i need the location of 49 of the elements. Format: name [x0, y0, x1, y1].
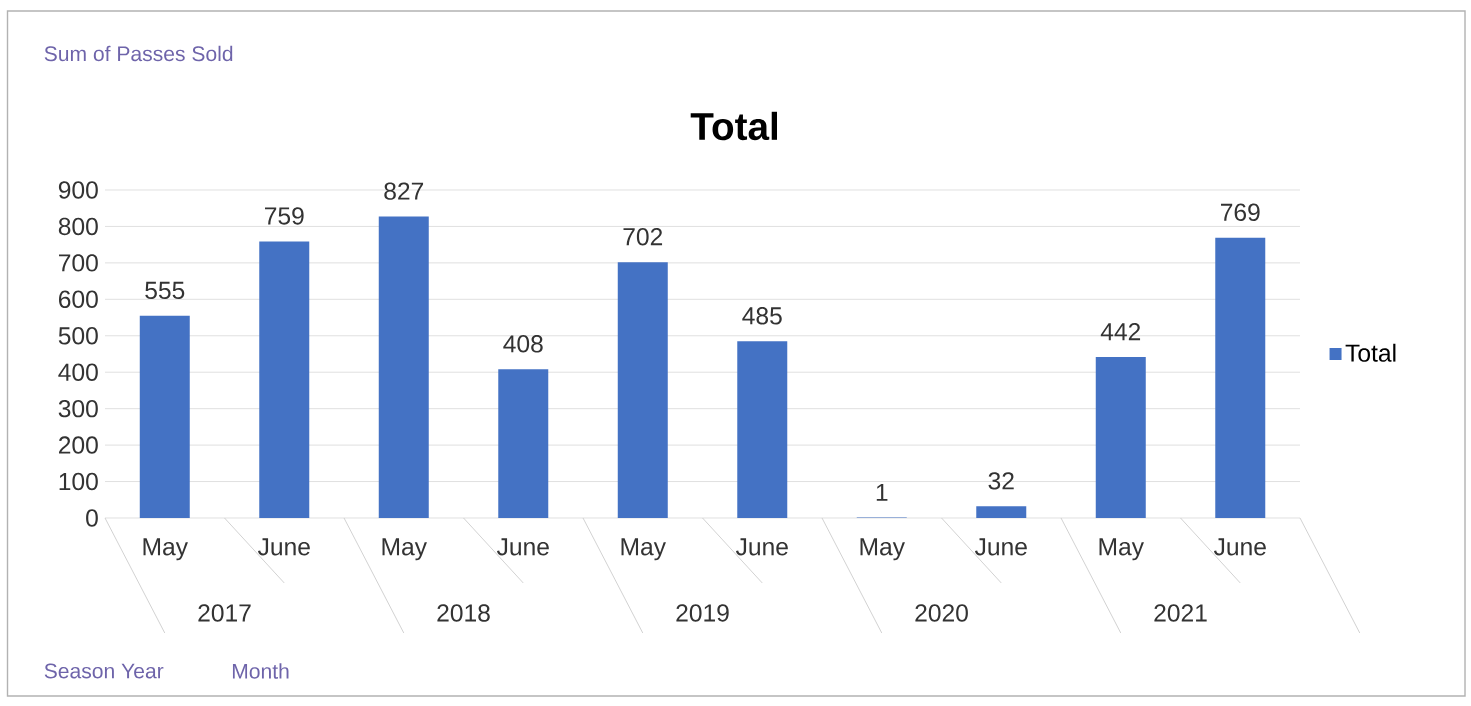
- data-label: 759: [265, 207, 304, 225]
- y-tick-label: 100: [59, 472, 98, 491]
- x-tick-label: May: [143, 538, 188, 561]
- data-label: 442: [1100, 322, 1141, 341]
- y-tick-label: 700: [59, 254, 98, 272]
- bar: [737, 341, 788, 518]
- y-tick-label: 0: [86, 509, 98, 527]
- data-label: 827: [384, 182, 424, 200]
- text: 2018: [437, 604, 490, 622]
- data-label: 769: [1221, 203, 1260, 221]
- text: 2021: [1154, 604, 1207, 622]
- bar: [378, 216, 429, 518]
- bar: [259, 241, 310, 518]
- x-tick-label: June: [735, 538, 788, 556]
- y-tick-label: 200: [59, 436, 98, 454]
- data-label: 485: [742, 307, 782, 325]
- bar: [617, 262, 668, 518]
- x-tick-label: June: [974, 538, 1027, 556]
- bar: [139, 315, 190, 518]
- y-tick-label: 400: [58, 363, 98, 381]
- y-tick-label: 500: [58, 327, 98, 345]
- x-tick-label: May: [621, 538, 666, 561]
- x-tick-label: June: [496, 538, 549, 556]
- x-tick-label: May: [1099, 538, 1144, 561]
- data-label: 702: [623, 227, 663, 246]
- x-tick-label: June: [257, 538, 310, 556]
- y-tick-label: 300: [58, 399, 98, 418]
- chart-title: Total: [690, 111, 778, 141]
- text: Season Year: [44, 663, 164, 679]
- text: Sum of Passes Sold: [44, 45, 233, 62]
- y-tick-label: 600: [59, 290, 98, 309]
- text: 2020: [915, 604, 968, 622]
- y-tick-label: 900: [58, 181, 98, 199]
- x-tick-label: May: [860, 538, 905, 561]
- data-label: 555: [145, 281, 185, 299]
- text: Month: [232, 663, 289, 679]
- text: 2019: [676, 604, 729, 622]
- x-tick-label: June: [1213, 538, 1266, 556]
- bar: [976, 506, 1027, 518]
- data-label: 1: [876, 483, 888, 501]
- data-label: 408: [503, 335, 543, 353]
- data-label: 32: [988, 472, 1014, 490]
- bar: [1095, 356, 1146, 518]
- y-tick-label: 800: [58, 217, 98, 236]
- bar: [498, 369, 549, 518]
- legend-label: Total: [1345, 343, 1396, 362]
- text: 2017: [198, 604, 251, 622]
- bar: [1215, 237, 1266, 518]
- x-tick-label: May: [382, 538, 427, 561]
